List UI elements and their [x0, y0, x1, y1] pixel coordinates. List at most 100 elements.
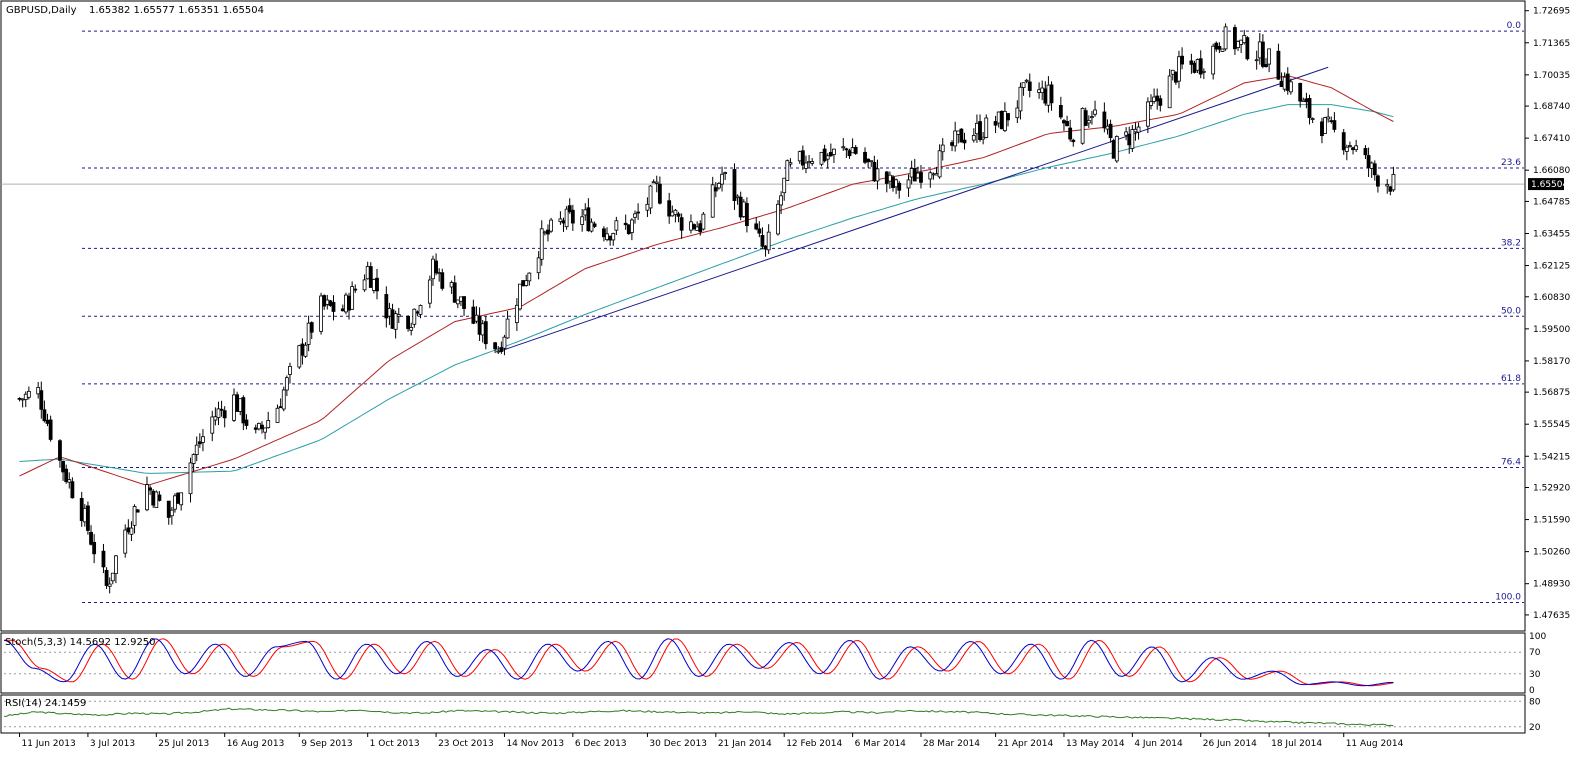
stoch-signal-line [4, 638, 1394, 687]
candle-body [176, 492, 180, 504]
candle-body [232, 394, 236, 421]
candle-body [804, 162, 808, 169]
candle-body [735, 195, 740, 198]
rsi-panel-frame [0, 694, 1526, 734]
candle-body [1195, 59, 1200, 71]
candle-body [912, 168, 917, 182]
candle-body [309, 322, 314, 333]
candle-body [23, 393, 28, 400]
candle-body [1233, 27, 1237, 50]
candle-body [1198, 58, 1203, 75]
candle-body [166, 500, 171, 518]
candle-body [822, 148, 827, 162]
candle-body [723, 172, 728, 174]
candle-body [1298, 82, 1303, 102]
candle-body [763, 245, 768, 250]
candle-body [36, 386, 41, 395]
candle-body [1170, 69, 1175, 75]
candle-body [502, 336, 507, 349]
y-tick-label: 1.66080 [1533, 166, 1570, 176]
candle-body [275, 407, 280, 423]
axis-layer: 1.72695 1.71365 1.70035 1.68740 1.67410 1.660… [19, 7, 1570, 749]
candle-body [754, 223, 759, 230]
candle-body [564, 208, 569, 228]
candle-body [48, 419, 53, 440]
candle-body [1071, 139, 1076, 143]
candle-body [1220, 48, 1225, 52]
candle-body [418, 305, 423, 315]
candle-body [850, 147, 855, 154]
candle-body [832, 148, 836, 155]
y-tick-label: 1.55545 [1533, 420, 1570, 430]
candle-body [819, 151, 824, 165]
candle-body [993, 121, 998, 126]
candle-body [720, 173, 724, 185]
candle-body [340, 308, 345, 312]
candle-body [1024, 79, 1029, 82]
candle-body [875, 168, 880, 182]
candle-body [636, 211, 641, 214]
x-tick-label: 21 Apr 2014 [998, 739, 1054, 749]
x-tick-label: 30 Dec 2013 [649, 739, 707, 749]
candle-body [1149, 101, 1153, 106]
rsi-line [3, 707, 1394, 727]
candle-body [586, 207, 591, 232]
candle-body [1002, 110, 1007, 132]
candle-body [45, 419, 50, 424]
candle-body [1152, 96, 1157, 102]
candle-body [897, 182, 902, 191]
x-tick-label: 18 Jul 2014 [1271, 739, 1322, 749]
candle-body [956, 130, 961, 135]
candle-body [1093, 109, 1097, 115]
candle-body [1385, 184, 1390, 187]
fib-level-label: 100.0 [1495, 593, 1521, 603]
candle-body [344, 294, 348, 313]
moving-average-layer [19, 66, 1394, 486]
y-tick-label: 1.67410 [1533, 134, 1570, 144]
candle-body [1320, 121, 1324, 137]
candle-body [583, 209, 588, 216]
candle-body [260, 424, 264, 430]
candle-body [651, 181, 656, 184]
candle-body [1366, 155, 1371, 168]
candle-body [1276, 50, 1281, 80]
candle-body [887, 174, 892, 182]
candle-body [514, 304, 519, 324]
candle-body [437, 272, 442, 275]
candle-body [1136, 126, 1141, 133]
candle-body [1344, 146, 1349, 152]
candle-body [1301, 99, 1306, 102]
candle-body [546, 229, 550, 235]
fib-layer: 0.0 23.6 38.2 50.0 61.8 76.4 100.0 [1, 21, 1524, 604]
candle-body [853, 146, 858, 154]
candle-body [1369, 162, 1374, 169]
candle-body [300, 343, 305, 356]
candle-body [1015, 107, 1020, 119]
candle-body [738, 196, 743, 218]
candle-body [592, 223, 597, 227]
y-tick-label: 1.50260 [1533, 548, 1570, 558]
candle-body [1239, 39, 1244, 45]
candle-body [42, 409, 47, 422]
candle-body [496, 350, 501, 353]
candle-body [906, 179, 911, 189]
candle-body [449, 282, 454, 288]
candle-body [86, 505, 90, 531]
candle-body [810, 161, 815, 164]
candle-body [869, 160, 874, 163]
candle-body [567, 205, 572, 213]
candle-body [67, 479, 72, 483]
candle-body [654, 181, 659, 184]
candle-body [1354, 145, 1359, 151]
candle-body [779, 195, 783, 206]
x-tick-label: 13 May 2014 [1066, 739, 1125, 749]
candle-body [455, 299, 460, 305]
candle-body [766, 231, 771, 251]
candle-body [602, 228, 606, 238]
candle-body [841, 146, 846, 149]
candle-body [626, 224, 631, 235]
candle-body [1267, 48, 1272, 65]
candle-body [527, 272, 532, 282]
x-tick-label: 1 Oct 2013 [370, 739, 420, 749]
candle-body [580, 216, 585, 225]
